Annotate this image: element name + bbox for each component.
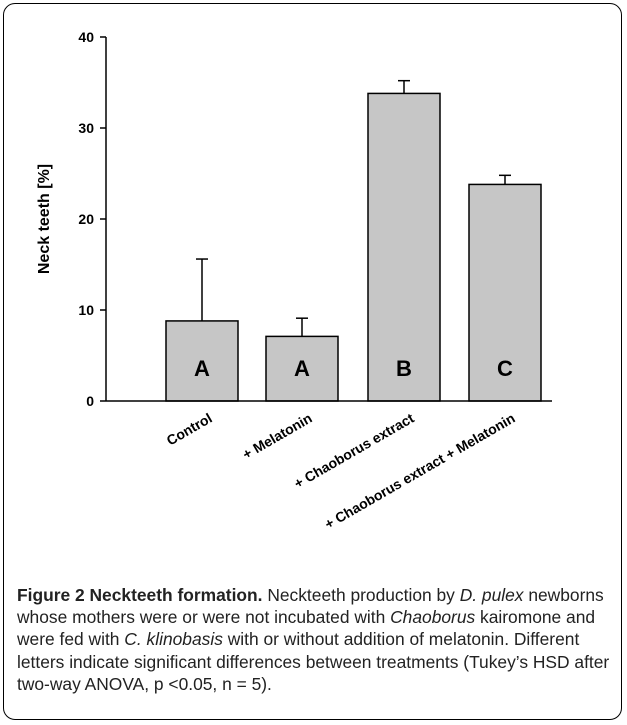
x-tick-label: + Melatonin (240, 410, 315, 463)
y-tick-label: 20 (78, 211, 94, 227)
figure-label: Figure 2 (17, 585, 85, 605)
y-tick-label: 0 (86, 393, 94, 409)
caption-segment: D. pulex (459, 585, 524, 605)
figure-caption: Figure 2 Neckteeth formation. Neckteeth … (17, 584, 613, 695)
caption-segment: Chaoborus (390, 607, 476, 628)
x-tick-label: + Chaoborus extract + Melatonin (322, 410, 518, 532)
group-letter: B (396, 356, 412, 381)
caption-body: Neckteeth production by D. pulex newborn… (17, 585, 609, 694)
figure-title: Neckteeth formation. (89, 585, 263, 605)
bar (468, 183, 542, 402)
caption-segment: with or without addition of melatonin. D… (17, 629, 610, 694)
group-letter: A (294, 356, 310, 381)
caption-segment: C. klinobasis (124, 629, 223, 650)
bar (165, 320, 239, 402)
y-tick-label: 10 (78, 302, 94, 318)
bar (265, 335, 339, 402)
caption-segment: newborns whose mothers were or were not … (17, 585, 604, 628)
y-axis-label: Neck teeth [%] (36, 164, 53, 274)
y-tick-label: 40 (78, 29, 94, 45)
bar-chart: A A B C 0 10 20 30 40 Neck teeth [%] Control + Mela… (36, 29, 552, 532)
group-letter: C (497, 356, 513, 381)
group-letter: A (194, 356, 210, 381)
caption-segment: Neckteeth production by (262, 585, 460, 605)
x-tick-label: Control (164, 410, 215, 449)
caption-segment: kairomone and were fed with (17, 607, 596, 650)
bar (367, 92, 441, 402)
y-tick-label: 30 (78, 120, 94, 136)
